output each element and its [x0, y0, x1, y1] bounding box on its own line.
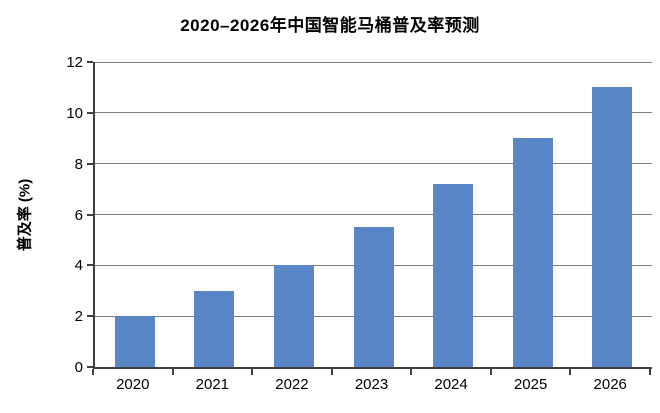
gridline-y-8 [95, 163, 652, 165]
y-tick-label-4: 4 [74, 257, 83, 275]
y-tick-mark-2 [87, 315, 93, 318]
y-tick-label-0: 0 [74, 359, 83, 376]
y-tick-label-2: 2 [74, 308, 83, 326]
y-tick-mark-4 [87, 264, 93, 267]
y-tick-mark-10 [87, 111, 93, 114]
y-tick-mark-0 [87, 366, 93, 368]
x-tick-mark-2 [251, 369, 254, 375]
x-tick-mark-4 [410, 369, 413, 375]
bar-2025 [512, 138, 553, 367]
x-tick-mark-5 [489, 369, 492, 375]
x-tick-label-2020: 2020 [116, 376, 150, 393]
gridline-y-12 [95, 62, 652, 63]
x-tick-mark-1 [171, 369, 174, 375]
bar-2020 [114, 316, 155, 367]
x-tick-mark-6 [569, 369, 572, 375]
x-tick-label-2023: 2023 [354, 376, 389, 393]
y-tick-mark-12 [87, 61, 93, 63]
bar-2023 [353, 227, 394, 367]
gridline-y-10 [95, 112, 652, 114]
x-tick-label-2026: 2026 [593, 376, 627, 393]
y-tick-mark-6 [87, 213, 93, 216]
x-tick-label-2024: 2024 [434, 376, 468, 393]
gridline-y-6 [95, 214, 652, 215]
x-tick-label-2022: 2022 [275, 376, 309, 393]
chart-title: 2020–2026年中国智能马桶普及率预测 [180, 16, 480, 35]
y-tick-mark-8 [87, 162, 93, 165]
x-tick-mark-3 [330, 369, 333, 375]
bar-2024 [433, 184, 474, 367]
x-tick-label-2021: 2021 [195, 376, 230, 393]
plot-area [93, 62, 652, 369]
y-tick-label-10: 10 [66, 104, 83, 122]
x-tick-label-2025: 2025 [513, 376, 548, 393]
y-tick-label-12: 12 [66, 54, 83, 71]
bar-2026 [592, 87, 633, 367]
y-axis-title: 普及率 (%) [16, 178, 34, 252]
bar-2022 [273, 265, 314, 367]
y-tick-label-6: 6 [74, 206, 83, 224]
bar-2021 [194, 290, 235, 367]
x-tick-mark-0 [92, 369, 94, 375]
y-tick-label-8: 8 [74, 155, 83, 173]
x-tick-mark-7 [649, 369, 651, 375]
